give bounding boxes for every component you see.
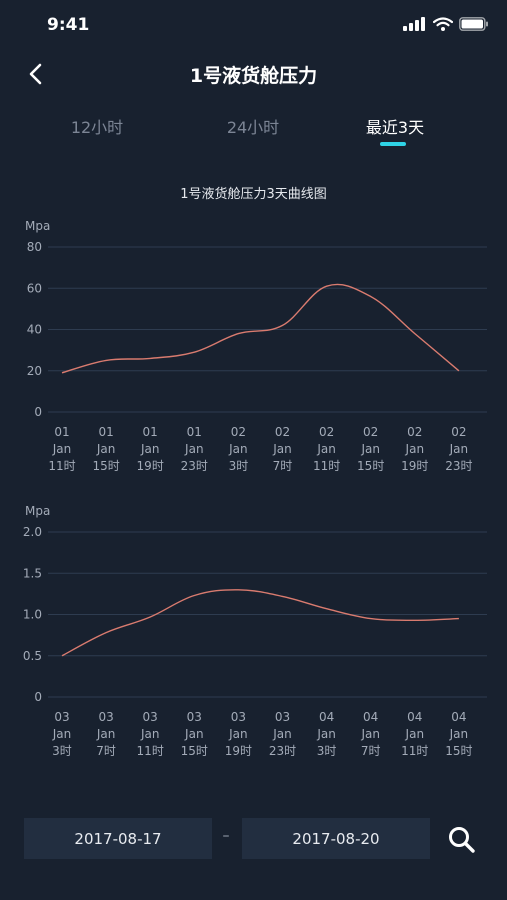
x-tick-label: Jan: [316, 727, 336, 741]
end-date-field[interactable]: 2017-08-20: [242, 818, 430, 859]
signal-icon: [403, 17, 425, 31]
y-tick-label: 2.0: [23, 525, 42, 539]
x-tick-label: 11时: [137, 744, 164, 758]
tab-last-3-days[interactable]: 最近3天: [365, 118, 425, 137]
tab-24-hours[interactable]: 24小时: [226, 118, 280, 137]
x-tick-label: 3时: [317, 744, 337, 758]
x-tick-label: 11时: [401, 744, 428, 758]
y-axis-unit-label: Mpa: [25, 504, 50, 518]
x-tick-label: 03: [231, 710, 246, 724]
start-date-field[interactable]: 2017-08-17: [24, 818, 212, 859]
y-tick-label: 60: [27, 281, 42, 295]
x-tick-label: 7时: [96, 744, 116, 758]
chart-title: 1号液货舱压力3天曲线图: [180, 187, 327, 202]
x-tick-label: Jan: [228, 727, 248, 741]
x-tick-label: Jan: [360, 727, 380, 741]
page-title: 1号液货舱压力: [189, 65, 318, 87]
x-tick-label: 11时: [48, 459, 75, 473]
x-tick-label: Jan: [140, 727, 160, 741]
active-tab-indicator: [380, 142, 406, 146]
x-tick-label: 04: [407, 710, 422, 724]
y-tick-label: 20: [27, 364, 42, 378]
x-tick-label: 3时: [52, 744, 72, 758]
x-tick-label: 02: [363, 425, 378, 439]
x-tick-label: 11时: [313, 459, 340, 473]
x-tick-label: 03: [143, 710, 158, 724]
battery-icon: [459, 17, 488, 31]
x-tick-label: Jan: [96, 727, 116, 741]
x-tick-label: 01: [54, 425, 69, 439]
x-tick-label: 23时: [445, 459, 472, 473]
x-tick-label: 03: [54, 710, 69, 724]
x-tick-label: 04: [319, 710, 334, 724]
tab-12-hours[interactable]: 12小时: [70, 118, 124, 137]
x-tick-label: 03: [187, 710, 202, 724]
x-tick-label: Jan: [140, 442, 160, 456]
x-tick-label: 01: [98, 425, 113, 439]
x-tick-label: 7时: [273, 459, 293, 473]
x-tick-label: Jan: [52, 727, 72, 741]
x-tick-label: 01: [187, 425, 202, 439]
status-icons: [403, 17, 489, 31]
wifi-icon: [433, 17, 453, 31]
y-tick-label: 0: [34, 405, 42, 419]
search-icon: [449, 827, 475, 853]
y-tick-label: 0.5: [23, 649, 42, 663]
x-tick-label: 04: [363, 710, 378, 724]
x-tick-label: 15时: [92, 459, 119, 473]
y-tick-label: 40: [27, 323, 42, 337]
y-axis-unit-label: Mpa: [25, 219, 50, 233]
x-tick-label: Jan: [360, 442, 380, 456]
x-tick-label: Jan: [184, 442, 204, 456]
back-button[interactable]: [20, 58, 52, 90]
x-tick-label: Jan: [405, 727, 425, 741]
x-tick-label: Jan: [405, 442, 425, 456]
x-tick-label: Jan: [449, 727, 469, 741]
x-tick-label: 01: [143, 425, 158, 439]
date-separator: –: [222, 828, 230, 844]
x-tick-label: Jan: [96, 442, 116, 456]
x-tick-label: Jan: [449, 442, 469, 456]
x-tick-label: 03: [98, 710, 113, 724]
y-tick-label: 1.0: [23, 608, 42, 622]
x-tick-label: 02: [275, 425, 290, 439]
series-line: [61, 283, 460, 374]
y-tick-label: 1.5: [23, 566, 42, 580]
x-tick-label: Jan: [184, 727, 204, 741]
x-tick-label: 23时: [181, 459, 208, 473]
x-tick-label: 3时: [229, 459, 249, 473]
x-tick-label: 04: [451, 710, 466, 724]
x-tick-label: 15时: [357, 459, 384, 473]
x-tick-label: 23时: [269, 744, 296, 758]
search-button[interactable]: [445, 823, 479, 857]
x-tick-label: 19时: [225, 744, 252, 758]
y-tick-label: 0: [34, 690, 42, 704]
series-line: [61, 589, 459, 657]
chevron-left-icon: [29, 63, 42, 85]
x-tick-label: 02: [319, 425, 334, 439]
x-tick-label: 15时: [181, 744, 208, 758]
time-range-tabs: 12小时 24小时 最近3天: [0, 110, 507, 150]
x-tick-label: 7时: [361, 744, 381, 758]
x-tick-label: 15时: [445, 744, 472, 758]
x-tick-label: 02: [407, 425, 422, 439]
x-tick-label: 02: [451, 425, 466, 439]
x-tick-label: Jan: [52, 442, 72, 456]
x-tick-label: Jan: [228, 442, 248, 456]
x-tick-label: Jan: [316, 442, 336, 456]
x-tick-label: Jan: [272, 442, 292, 456]
pressure-chart-2: Mpa 0 0.5 1.0 1.5 2.0 03 Jan 3时 03 Jan 7时 03 Jan 11时 03…: [23, 504, 487, 758]
x-tick-label: 02: [231, 425, 246, 439]
nav-bar: 1号液货舱压力: [0, 52, 507, 96]
status-time: 9:41: [47, 15, 90, 35]
x-tick-label: Jan: [272, 727, 292, 741]
x-tick-label: 19时: [401, 459, 428, 473]
pressure-chart-1: Mpa02040608001Jan11时01Jan15时01Jan19时01Ja…: [25, 219, 487, 473]
y-tick-label: 80: [27, 240, 42, 254]
x-tick-label: 19时: [137, 459, 164, 473]
x-tick-label: 03: [275, 710, 290, 724]
status-bar: 9:41: [0, 0, 507, 48]
